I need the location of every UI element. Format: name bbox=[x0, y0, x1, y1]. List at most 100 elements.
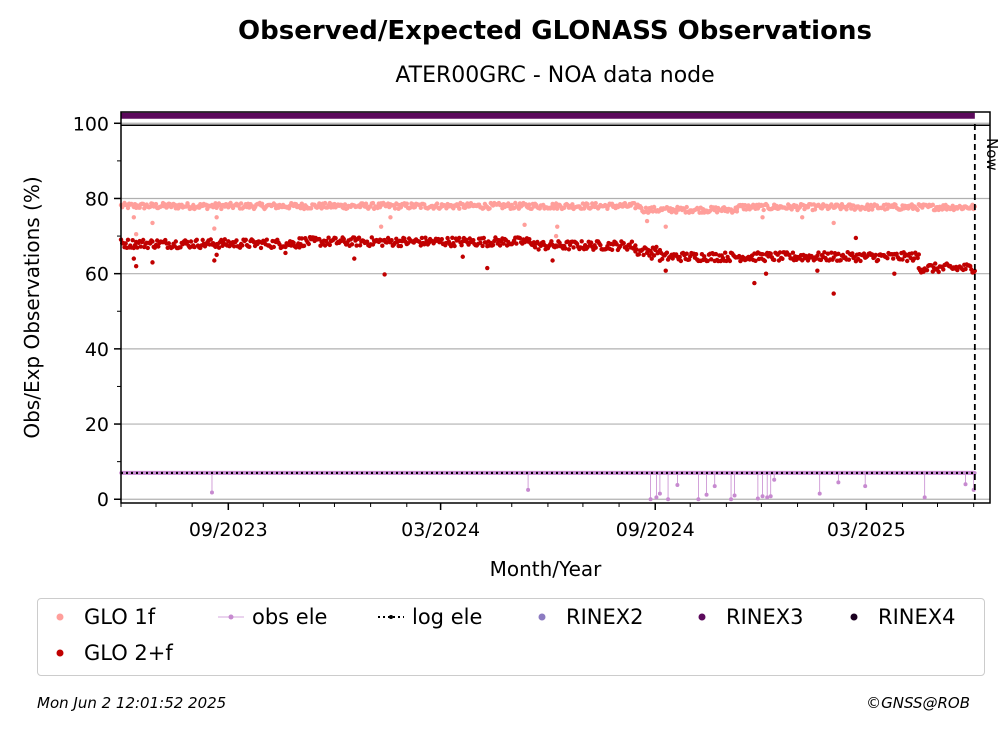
grid-lines bbox=[121, 122, 990, 500]
y-tick-label: 100 bbox=[73, 113, 109, 135]
point-glo2f bbox=[234, 238, 239, 243]
point-glo2f bbox=[389, 238, 394, 243]
point-glo2f bbox=[333, 236, 338, 241]
point-glo2f bbox=[240, 243, 245, 248]
outlier-point-glo2f bbox=[131, 256, 137, 261]
legend-marker-rinex4 bbox=[844, 607, 872, 627]
legend-item-rinex2: RINEX2 bbox=[532, 605, 644, 629]
point-glo2f bbox=[713, 251, 719, 257]
point-glo1f bbox=[950, 203, 955, 208]
point-glo2f bbox=[264, 237, 269, 242]
point-glo2f bbox=[480, 243, 485, 249]
point-glo2f bbox=[718, 258, 723, 264]
point-glo1f bbox=[317, 201, 322, 206]
obs-ele-dip-point bbox=[657, 491, 662, 496]
legend-item-glo1f: GLO 1f bbox=[50, 605, 155, 629]
point-glo1f bbox=[259, 201, 265, 206]
point-glo2f bbox=[527, 237, 532, 242]
outlier-point-glo1f bbox=[644, 218, 650, 224]
point-glo2f bbox=[677, 254, 682, 260]
point-glo2f bbox=[478, 240, 483, 245]
outlier-point-glo2f bbox=[212, 258, 217, 263]
footer-timestamp: Mon Jun 2 12:01:52 2025 bbox=[37, 694, 227, 712]
obs-ele-dip-point bbox=[768, 494, 773, 499]
point-glo2f bbox=[243, 237, 248, 242]
chart-svg: Now 0 20 40 60 80 100 09/2023 03/2024 09/2024 03/2… bbox=[20, 111, 1001, 581]
data-points bbox=[118, 112, 977, 502]
point-glo2f bbox=[138, 244, 143, 249]
outlier-point-glo2f bbox=[831, 291, 836, 296]
legend-label-glo1f: GLO 1f bbox=[84, 605, 156, 629]
point-glo2f bbox=[549, 239, 554, 244]
obs-ele-dip-point bbox=[772, 477, 777, 482]
point-glo2f bbox=[501, 241, 506, 246]
x-tick-label: 03/2025 bbox=[827, 519, 906, 541]
point-glo1f bbox=[357, 204, 363, 210]
point-glo2f bbox=[517, 235, 523, 241]
point-glo2f bbox=[222, 237, 227, 242]
point-glo2f bbox=[916, 252, 921, 257]
point-glo2f bbox=[705, 258, 710, 264]
point-glo1f bbox=[885, 206, 890, 211]
point-glo1f bbox=[404, 201, 409, 206]
point-glo2f bbox=[933, 261, 938, 266]
point-glo2f bbox=[780, 256, 785, 261]
point-glo2f bbox=[419, 235, 425, 241]
legend-item-obs-ele: obs ele bbox=[218, 605, 327, 629]
outlier-point-glo1f bbox=[522, 222, 527, 227]
legend-item-rinex4: RINEX4 bbox=[844, 605, 956, 629]
point-glo1f bbox=[457, 206, 462, 211]
point-glo2f bbox=[891, 256, 896, 261]
point-glo2f bbox=[787, 252, 792, 258]
outlier-point-glo1f bbox=[214, 215, 219, 220]
point-glo1f bbox=[408, 205, 413, 210]
point-glo2f bbox=[768, 251, 773, 256]
obs-ele-dip-point bbox=[863, 484, 868, 489]
point-glo2f bbox=[593, 245, 598, 250]
chart-title: Observed/Expected GLONASS Observations bbox=[238, 16, 872, 46]
point-glo2f bbox=[192, 244, 197, 250]
obs-ele-dip-point bbox=[817, 491, 822, 496]
legend-marker-glo1f bbox=[50, 607, 78, 627]
legend-item-glo2f: GLO 2+f bbox=[50, 641, 173, 665]
legend-label-rinex2: RINEX2 bbox=[566, 605, 644, 629]
point-glo2f bbox=[417, 239, 422, 245]
point-glo2f bbox=[670, 256, 675, 261]
legend-marker-rinex3 bbox=[692, 607, 720, 627]
point-glo2f bbox=[702, 254, 707, 259]
obs-ele-dip-point bbox=[963, 482, 968, 487]
point-glo2f bbox=[912, 256, 917, 261]
obs-ele-dip-point bbox=[922, 495, 927, 500]
obs-ele-dip-point bbox=[696, 497, 701, 502]
point-glo2f bbox=[370, 242, 376, 247]
point-glo2f bbox=[364, 239, 370, 244]
point-glo2f bbox=[356, 235, 362, 240]
point-glo2f bbox=[185, 239, 190, 245]
y-tick-label: 0 bbox=[97, 489, 109, 511]
outlier-point-glo1f bbox=[663, 224, 668, 229]
point-glo2f bbox=[905, 258, 910, 264]
outlier-point-glo2f bbox=[352, 256, 357, 261]
point-glo2f bbox=[481, 235, 486, 241]
point-glo2f bbox=[326, 235, 331, 240]
obs-ele-dip-point bbox=[755, 496, 760, 501]
point-glo2f bbox=[829, 250, 834, 255]
point-glo2f bbox=[614, 242, 619, 247]
point-glo1f bbox=[460, 202, 465, 207]
point-glo2f bbox=[566, 247, 572, 252]
outlier-point-glo1f bbox=[555, 224, 560, 229]
outlier-point-glo1f bbox=[212, 226, 217, 231]
outlier-point-glo2f bbox=[485, 265, 490, 271]
legend-item-log-ele: log ele bbox=[378, 605, 482, 629]
legend-label-rinex3: RINEX3 bbox=[726, 605, 804, 629]
point-glo2f bbox=[354, 243, 359, 248]
point-glo2f bbox=[915, 255, 920, 261]
outlier-point-glo2f bbox=[649, 256, 654, 261]
point-glo2f bbox=[380, 243, 385, 248]
point-glo1f bbox=[570, 202, 575, 207]
point-glo2f bbox=[208, 237, 213, 242]
y-tick-label: 40 bbox=[85, 339, 109, 361]
outlier-point-glo2f bbox=[382, 272, 387, 277]
point-glo2f bbox=[621, 241, 626, 246]
point-glo1f bbox=[674, 210, 679, 215]
